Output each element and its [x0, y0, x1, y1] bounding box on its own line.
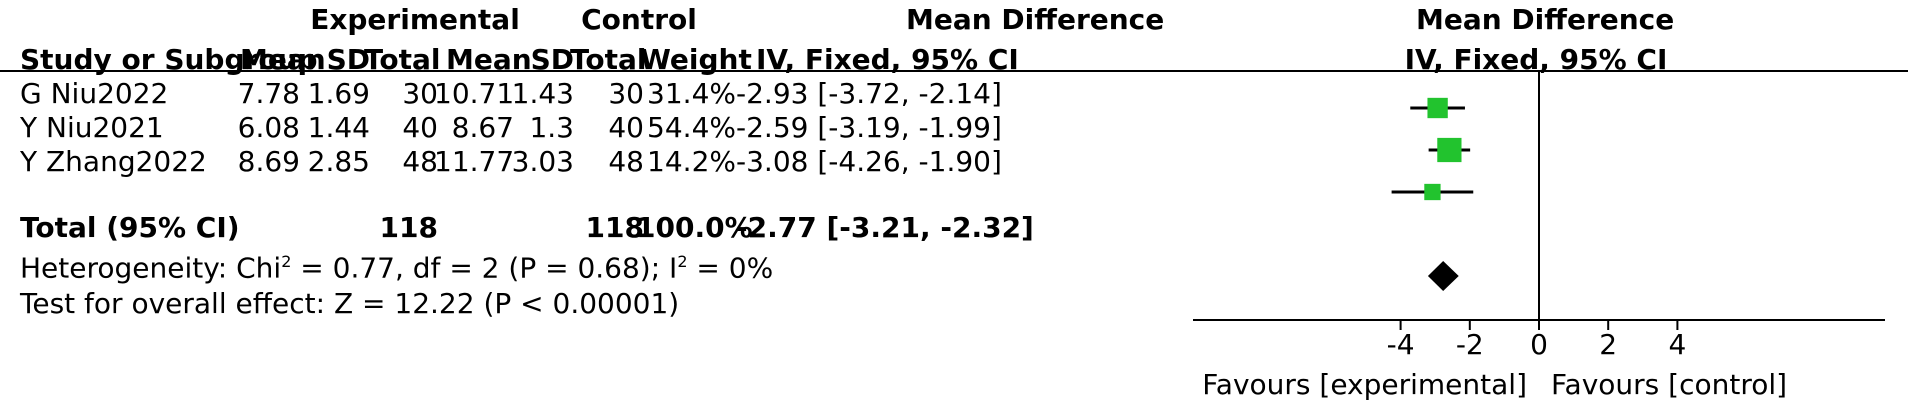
study-marker [1424, 183, 1441, 201]
col-header-total-experimental: Total [364, 43, 441, 76]
effect-ci: -2.93 [-3.72, -2.14] [736, 77, 1002, 110]
col-header-total-control: Total [570, 43, 647, 76]
favours-control-label: Favours [control] [1551, 368, 1787, 401]
weight: 54.4% [647, 111, 736, 144]
mean-control: 8.67 [451, 111, 514, 144]
control-group-header: Control [581, 3, 697, 36]
heterogeneity-suffix: = 0% [687, 251, 774, 285]
effect-ci: -2.59 [-3.19, -1.99] [736, 111, 1002, 144]
x-tick-label: -4 [1387, 328, 1415, 361]
heterogeneity-sup-chi: 2 [281, 252, 292, 271]
col-header-sd-control: SD [530, 43, 574, 76]
sd-experimental: 2.85 [307, 145, 370, 178]
total-control: 40 [608, 111, 644, 144]
effect-ci: -3.08 [-4.26, -1.90] [736, 145, 1002, 178]
overall-effect-note: Test for overall effect: Z = 12.22 (P < … [20, 287, 680, 320]
x-tick-label: 0 [1530, 328, 1548, 361]
weight: 31.4% [647, 77, 736, 110]
x-tick-label: 2 [1599, 328, 1617, 361]
sd-control: 1.3 [529, 111, 574, 144]
x-tick-label: 4 [1668, 328, 1686, 361]
col-header-weight: Weight [640, 43, 752, 76]
study-name: Y Zhang2022 [20, 145, 207, 178]
favours-experimental-label: Favours [experimental] [1202, 368, 1527, 401]
total-control: 48 [608, 145, 644, 178]
heterogeneity-sup-i: 2 [677, 252, 688, 271]
weight: 14.2% [647, 145, 736, 178]
mean-experimental: 8.69 [237, 145, 300, 178]
total-control: 118 [585, 211, 644, 244]
heterogeneity-middle: = 0.77, df = 2 (P = 0.68); I [291, 251, 678, 285]
x-tick-label: -2 [1456, 328, 1484, 361]
total-weight: 100.0% [636, 211, 753, 244]
experimental-group-header: Experimental [310, 3, 520, 36]
col-header-sd-experimental: SD [326, 43, 370, 76]
total-control: 30 [608, 77, 644, 110]
heterogeneity-prefix: Heterogeneity: Chi [20, 251, 282, 285]
plot-measure-header: Mean Difference [1416, 3, 1675, 36]
total-experimental: 48 [402, 145, 438, 178]
study-marker [1427, 97, 1448, 119]
total-experimental: 30 [402, 77, 438, 110]
col-header-study: Study or Subgroup [20, 43, 318, 76]
mean-experimental: 6.08 [237, 111, 300, 144]
mean-control: 11.77 [434, 145, 515, 178]
mean-control: 10.71 [434, 77, 515, 110]
plot-header-ci: IV, Fixed, 95% CI [1404, 43, 1668, 76]
pooled-diamond [1427, 261, 1459, 291]
study-marker [1437, 137, 1462, 163]
heterogeneity-note: Heterogeneity: Chi2 = 0.77, df = 2 (P = … [20, 254, 773, 282]
effect-measure-header: Mean Difference [906, 3, 1165, 36]
sd-experimental: 1.44 [307, 111, 370, 144]
total-label: Total (95% CI) [20, 211, 240, 244]
study-name: Y Niu2021 [20, 111, 164, 144]
sd-control: 1.43 [511, 77, 574, 110]
total-experimental: 40 [402, 111, 438, 144]
sd-experimental: 1.69 [307, 77, 370, 110]
study-name: G Niu2022 [20, 77, 169, 110]
header-separator [0, 70, 1908, 72]
total-experimental: 118 [379, 211, 438, 244]
mean-experimental: 7.78 [237, 77, 300, 110]
sd-control: 3.03 [511, 145, 574, 178]
